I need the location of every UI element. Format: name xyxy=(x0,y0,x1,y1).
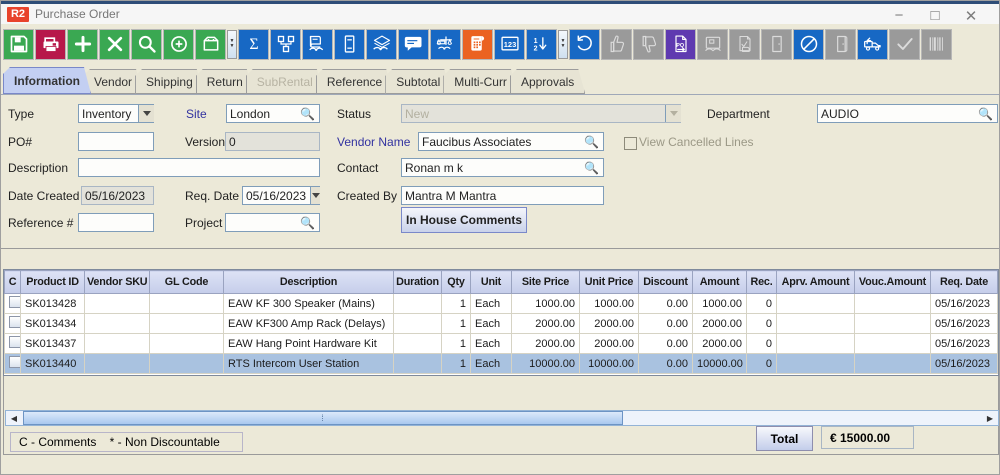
svg-text:123: 123 xyxy=(503,40,516,49)
svg-text:Σ: Σ xyxy=(249,36,258,53)
svg-text:2: 2 xyxy=(533,45,537,53)
